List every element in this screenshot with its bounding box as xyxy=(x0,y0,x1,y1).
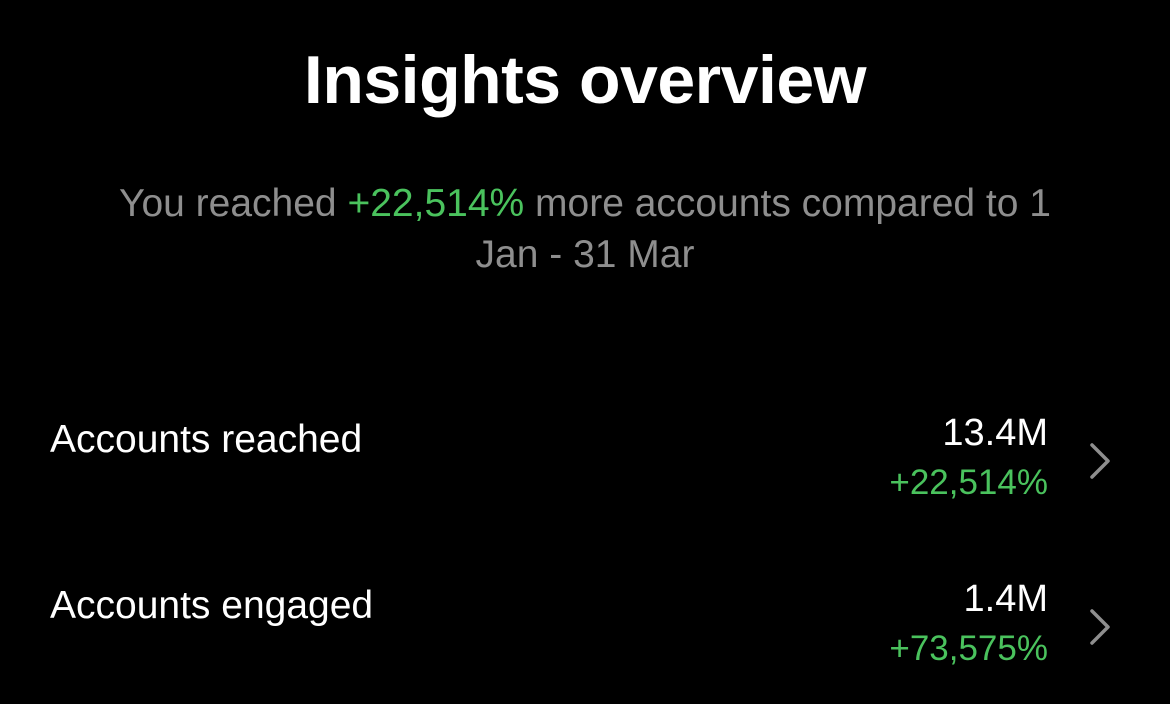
chevron-right-icon xyxy=(1090,443,1110,479)
summary-suffix: more accounts compared to 1 Jan - 31 Mar xyxy=(475,182,1051,276)
metric-change: +22,514% xyxy=(889,463,1048,502)
metric-value: 1.4M xyxy=(963,578,1048,620)
reach-summary: You reached +22,514% more accounts compa… xyxy=(85,178,1085,280)
metric-row-accounts-reached[interactable]: Accounts reached 13.4M +22,514% xyxy=(0,405,1170,515)
metric-row-accounts-engaged[interactable]: Accounts engaged 1.4M +73,575% xyxy=(0,571,1170,681)
metric-value: 13.4M xyxy=(942,412,1048,454)
metric-label: Accounts reached xyxy=(50,418,363,461)
summary-change: +22,514% xyxy=(347,182,525,225)
metric-label: Accounts engaged xyxy=(50,584,374,627)
summary-prefix: You reached xyxy=(119,182,337,225)
page-title: Insights overview xyxy=(303,42,867,118)
chevron-right-icon xyxy=(1090,609,1110,645)
metric-change: +73,575% xyxy=(889,629,1048,668)
